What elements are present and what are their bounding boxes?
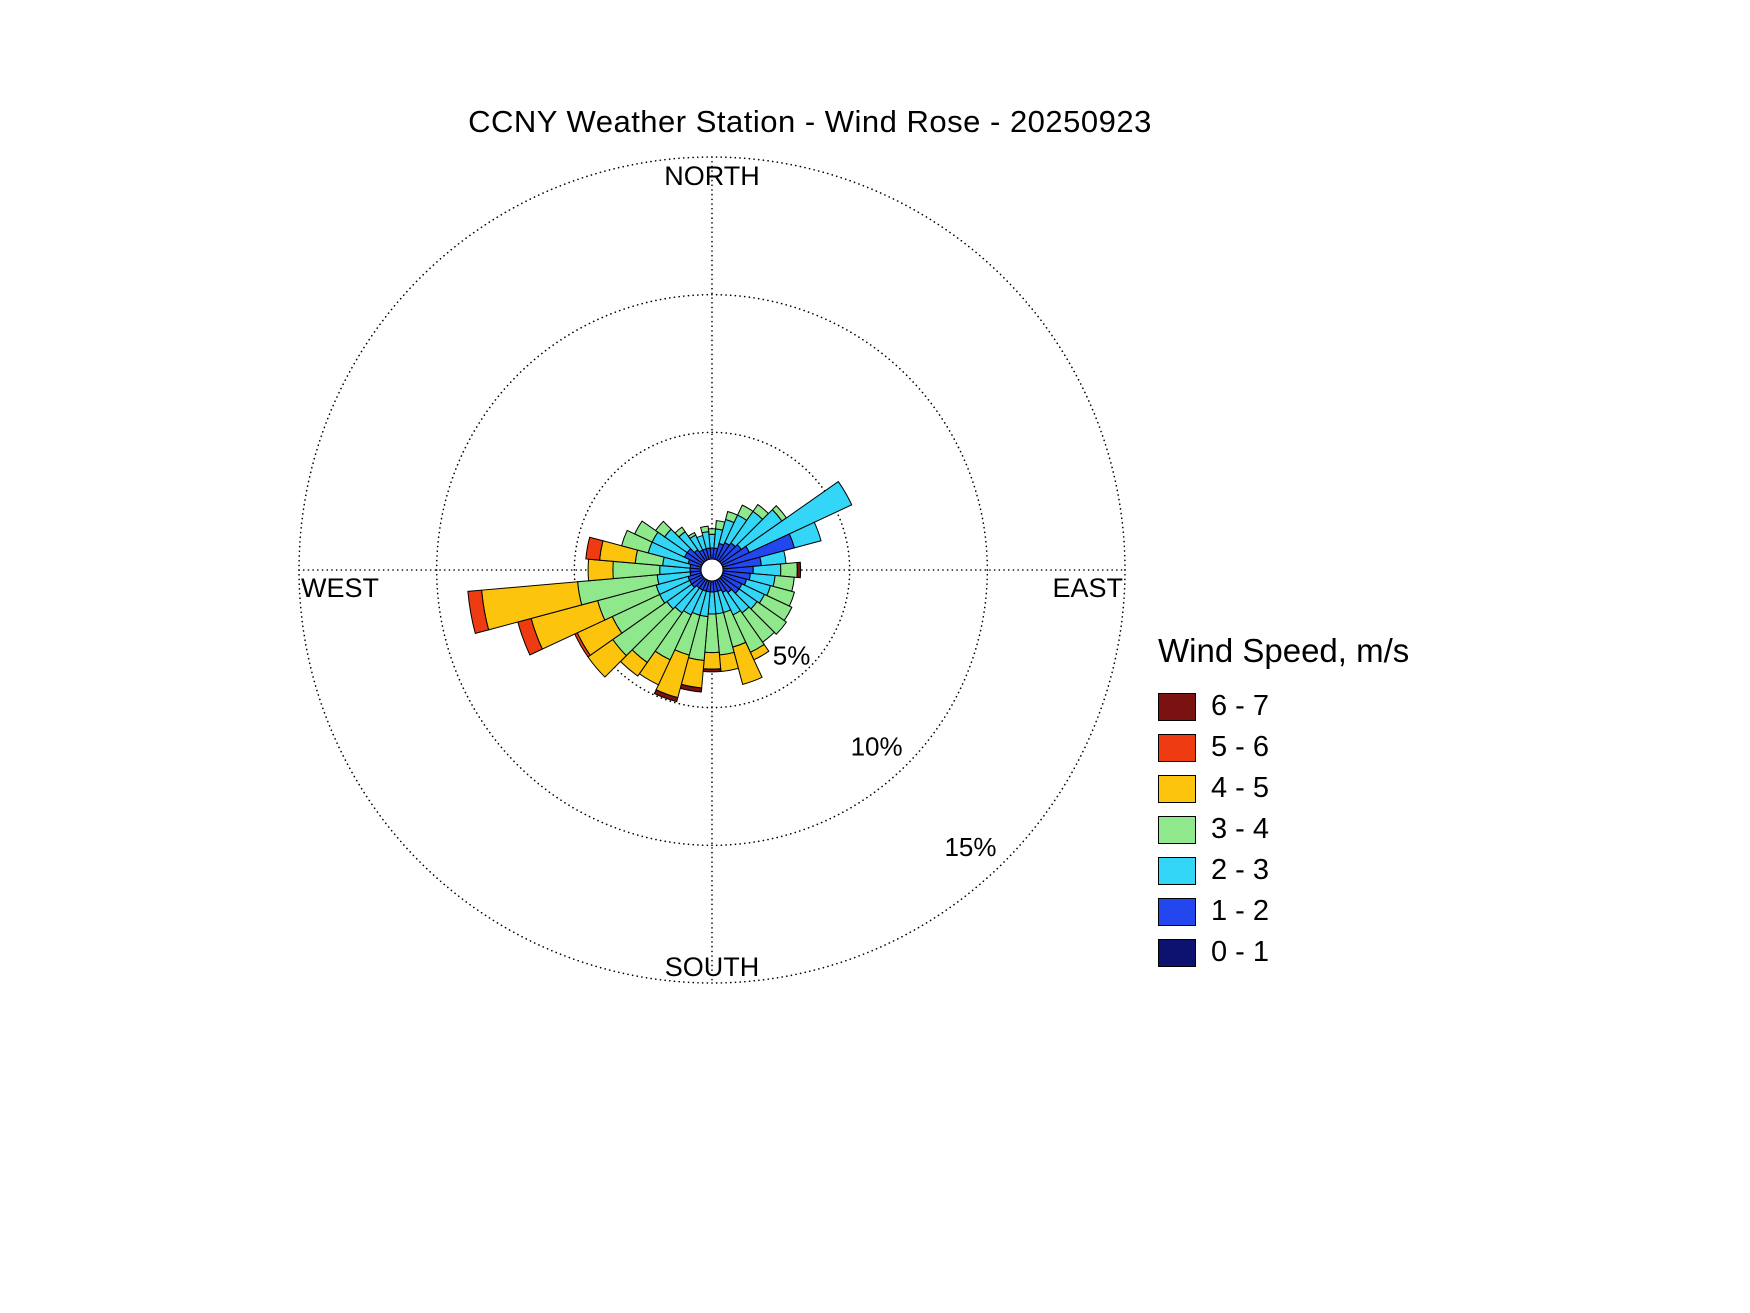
legend-label: 2 - 3 — [1211, 854, 1270, 886]
legend-label: 4 - 5 — [1211, 772, 1270, 804]
petal-segment — [654, 520, 672, 538]
legend-items: 6 - 7 5 - 6 4 - 5 3 - 4 2 - 3 1 - 2 0 - 1 — [1158, 686, 1409, 973]
petal-segment — [702, 651, 722, 670]
petal-segment — [745, 480, 853, 554]
legend-swatch — [1158, 815, 1196, 844]
ring-label: 10% — [851, 732, 903, 762]
petal-segment — [732, 641, 763, 685]
petal-segment — [467, 589, 490, 635]
ring-label: 15% — [944, 832, 996, 862]
petal-segment — [620, 529, 653, 554]
compass-label-west: WEST — [301, 573, 379, 603]
legend-label: 3 - 4 — [1211, 813, 1270, 845]
petal-segment — [750, 600, 788, 635]
petal-segment — [796, 561, 802, 579]
legend-swatch — [1158, 856, 1196, 885]
compass-label-east: EAST — [1052, 573, 1123, 603]
legend-title: Wind Speed, m/s — [1158, 632, 1410, 669]
compass-label-south: SOUTH — [665, 952, 760, 982]
petal-segment — [699, 525, 710, 534]
legend-swatch — [1158, 774, 1196, 803]
legend-label: 1 - 2 — [1211, 895, 1270, 927]
ring-label: 5% — [773, 640, 811, 670]
legend-label: 0 - 1 — [1211, 936, 1270, 968]
legend-item: 1 - 2 — [1158, 891, 1409, 932]
petal-segment — [587, 558, 614, 582]
petal-segment — [780, 562, 798, 578]
legend-label: 5 - 6 — [1211, 731, 1270, 763]
legend-item: 2 - 3 — [1158, 850, 1409, 891]
petal-segment — [788, 521, 822, 549]
legend-label: 6 - 7 — [1211, 690, 1270, 722]
petal-segment — [653, 689, 679, 703]
legend-item: 4 - 5 — [1158, 768, 1409, 809]
legend-item: 3 - 4 — [1158, 809, 1409, 850]
legend-swatch — [1158, 897, 1196, 926]
legend-item: 0 - 1 — [1158, 932, 1409, 973]
petal-segment — [585, 536, 604, 561]
petal-segment — [674, 526, 686, 538]
petal-segment — [707, 528, 717, 535]
legend-swatch — [1158, 733, 1196, 762]
legend-item: 5 - 6 — [1158, 727, 1409, 768]
wind-speed-legend: Wind Speed, m/s 6 - 7 5 - 6 4 - 5 3 - 4 2 - … — [1158, 632, 1409, 973]
legend-item: 6 - 7 — [1158, 686, 1409, 727]
legend-swatch — [1158, 692, 1196, 721]
legend-swatch — [1158, 938, 1196, 967]
petal-segment — [702, 668, 722, 673]
grid-ring — [435, 293, 989, 847]
center-hole — [700, 558, 724, 582]
petal-segment — [633, 520, 659, 543]
compass-label-north: NORTH — [664, 161, 760, 191]
petal-segment — [687, 531, 697, 540]
chart-title: CCNY Weather Station - Wind Rose - 20250… — [468, 104, 1152, 139]
